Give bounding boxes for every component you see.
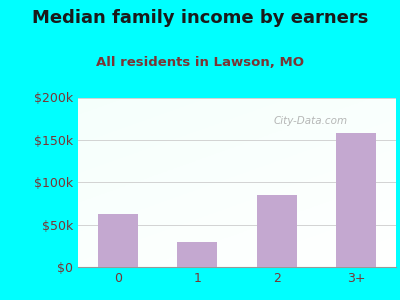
Text: City-Data.com: City-Data.com <box>273 116 347 126</box>
Bar <box>257 195 297 267</box>
Text: Median family income by earners: Median family income by earners <box>32 9 368 27</box>
Text: All residents in Lawson, MO: All residents in Lawson, MO <box>96 56 304 68</box>
Bar <box>177 242 217 267</box>
Bar <box>98 214 138 267</box>
Bar <box>336 133 376 267</box>
